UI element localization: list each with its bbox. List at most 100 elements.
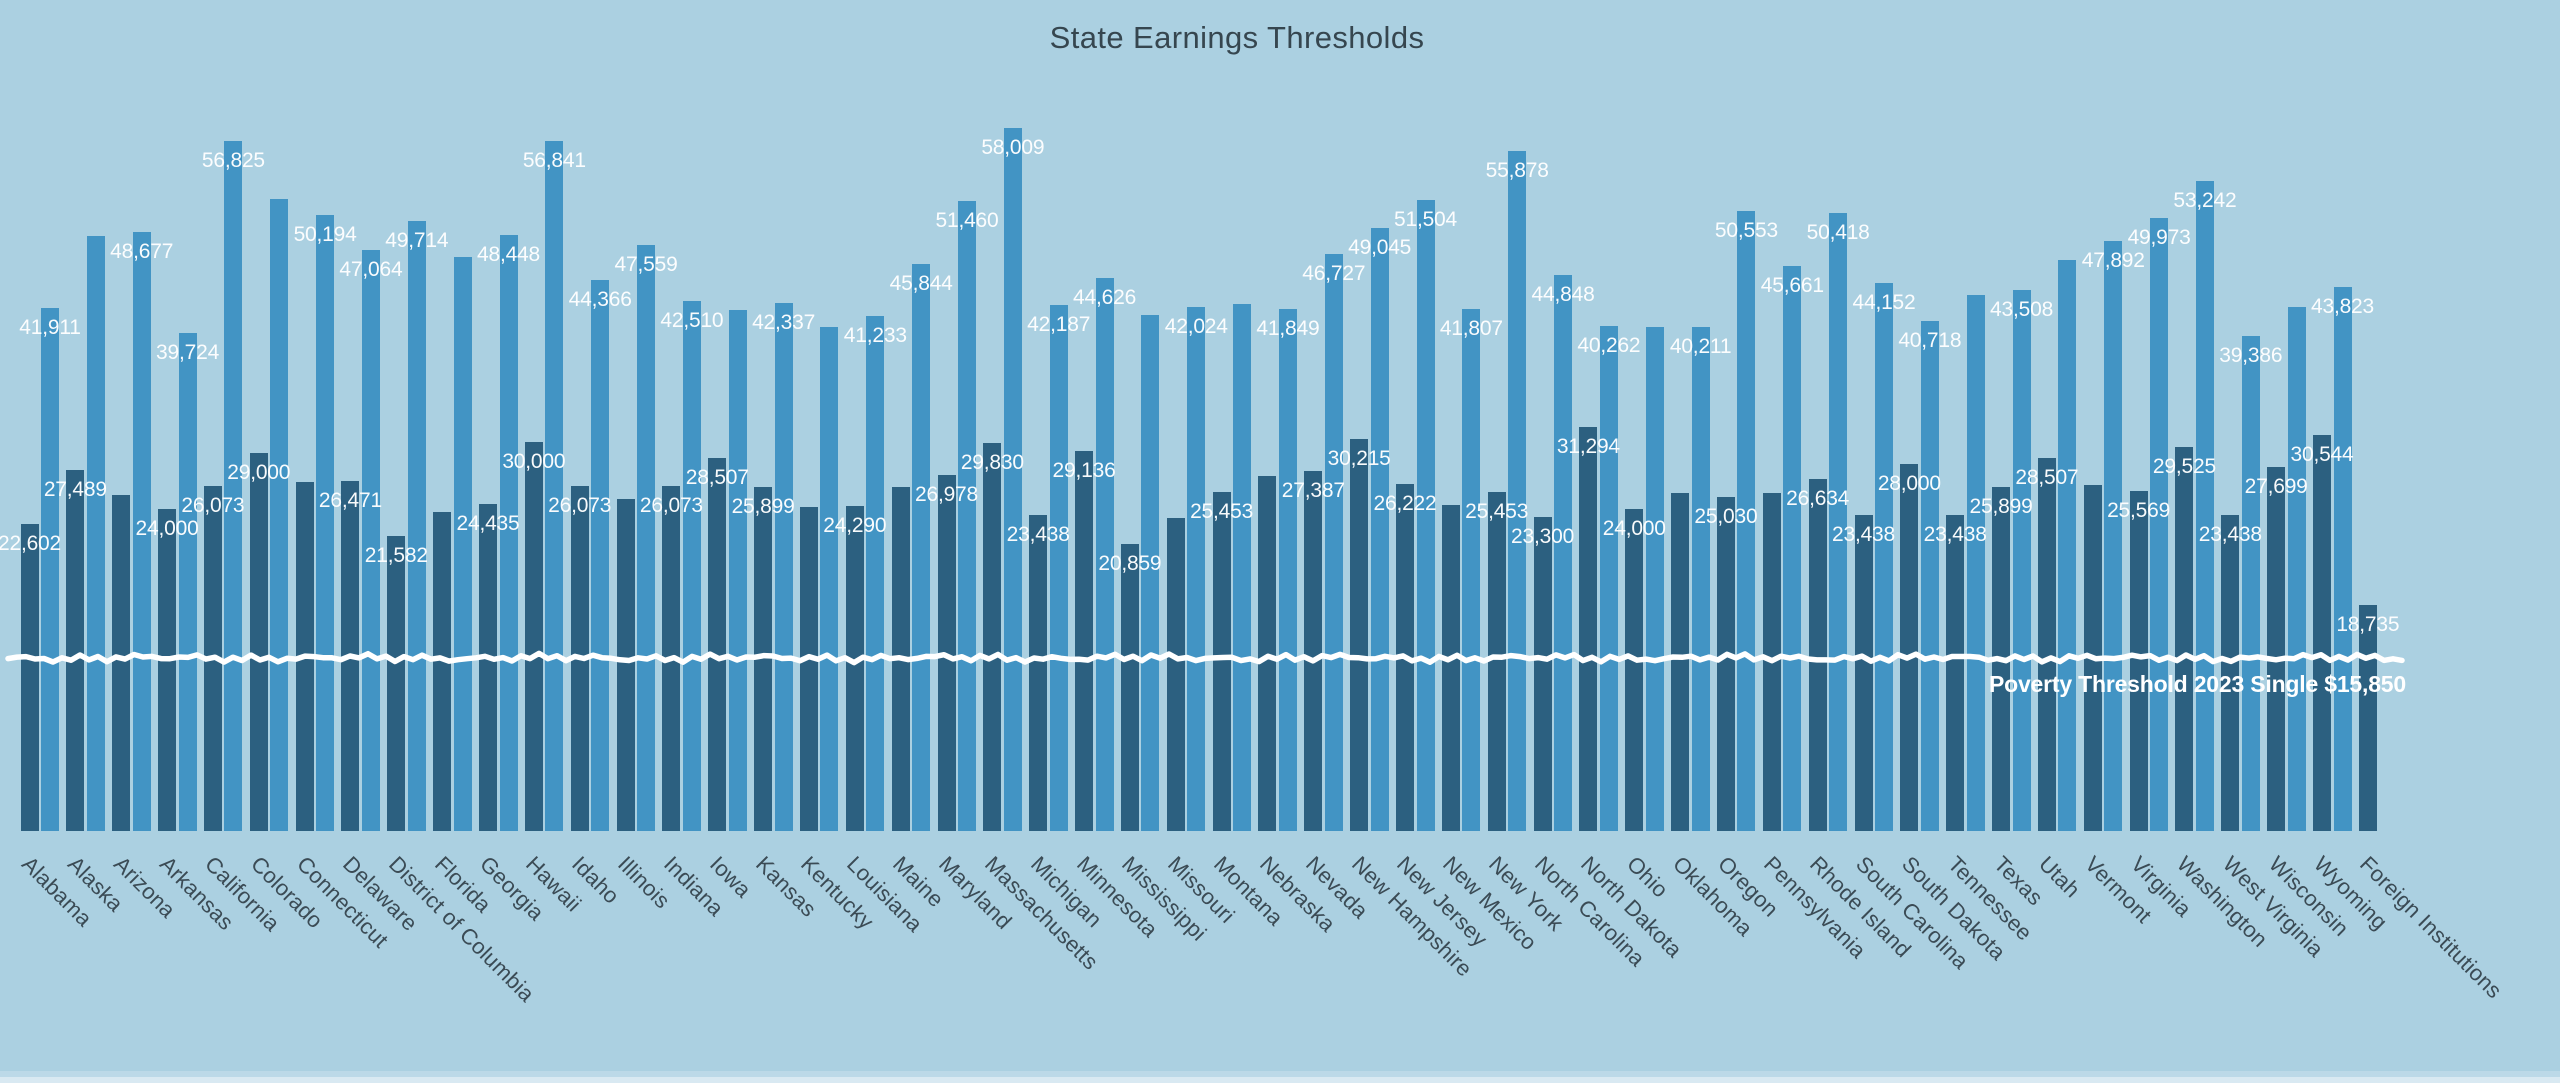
bar-light[interactable] <box>1829 212 1848 831</box>
bar-dark[interactable] <box>2083 485 2102 831</box>
bar-dark[interactable] <box>2175 446 2194 831</box>
bar-dark[interactable] <box>1625 508 1644 831</box>
bar-light[interactable] <box>2195 180 2214 831</box>
bar-light[interactable] <box>1645 326 1664 831</box>
bar-dark[interactable] <box>524 441 543 831</box>
bar-light[interactable] <box>820 326 839 831</box>
bar-dark[interactable] <box>2221 515 2240 831</box>
bar-light[interactable] <box>682 301 701 831</box>
bar-dark[interactable] <box>2313 435 2331 831</box>
bar-light[interactable] <box>1554 275 1573 831</box>
bar-light[interactable] <box>1324 254 1343 831</box>
bar-dark[interactable] <box>1396 483 1414 831</box>
bar-light[interactable] <box>591 280 610 831</box>
bar-light[interactable] <box>224 140 243 831</box>
bar-dark[interactable] <box>1029 515 1048 831</box>
bar-dark[interactable] <box>708 458 727 831</box>
bar-light[interactable] <box>1370 228 1389 831</box>
bar-dark[interactable] <box>295 481 314 831</box>
bar-dark[interactable] <box>1716 497 1735 831</box>
bar-light[interactable] <box>316 215 335 831</box>
bar-light[interactable] <box>1508 151 1527 831</box>
bar-dark[interactable] <box>1579 427 1598 831</box>
bar-light[interactable] <box>2241 336 2260 831</box>
bar-dark[interactable] <box>1487 492 1506 831</box>
bar-dark[interactable] <box>1075 451 1094 831</box>
bar-dark[interactable] <box>1946 515 1965 831</box>
bar-light[interactable] <box>361 250 380 831</box>
bar-light[interactable] <box>41 307 59 831</box>
bar-light[interactable] <box>499 234 518 831</box>
bar-light[interactable] <box>2150 217 2169 831</box>
bar-dark[interactable] <box>2267 467 2286 831</box>
bar-dark[interactable] <box>937 475 956 831</box>
bar-light[interactable] <box>2287 307 2306 831</box>
bar-light[interactable] <box>1875 282 1893 831</box>
bar-light[interactable] <box>774 303 793 831</box>
bar-light[interactable] <box>866 315 885 831</box>
bar-dark[interactable] <box>479 503 497 831</box>
bar-dark[interactable] <box>570 485 589 831</box>
bar-light[interactable] <box>407 220 426 831</box>
bar-dark[interactable] <box>1854 515 1873 831</box>
bar-dark[interactable] <box>341 481 360 831</box>
bar-dark[interactable] <box>1350 439 1369 831</box>
bar-dark[interactable] <box>1441 504 1460 831</box>
bar-light[interactable] <box>453 256 472 831</box>
bar-dark[interactable] <box>249 452 268 831</box>
bar-dark[interactable] <box>1120 544 1139 831</box>
bar-light[interactable] <box>637 244 656 831</box>
bar-light[interactable] <box>1003 127 1022 831</box>
bar-dark[interactable] <box>1762 492 1781 831</box>
bar-light[interactable] <box>1783 265 1802 831</box>
bar-light[interactable] <box>1737 211 1756 831</box>
bar-light[interactable] <box>1141 314 1160 831</box>
bar-light[interactable] <box>1966 294 1985 831</box>
bar-light[interactable] <box>132 232 151 831</box>
bar-light[interactable] <box>1462 309 1481 831</box>
bar-dark[interactable] <box>66 469 85 831</box>
bar-light[interactable] <box>1049 304 1068 831</box>
bar-dark[interactable] <box>754 487 773 831</box>
bar-light[interactable] <box>912 263 931 831</box>
bar-light[interactable] <box>1278 308 1297 831</box>
bar-light[interactable] <box>728 310 747 831</box>
bar-dark[interactable] <box>203 485 222 831</box>
bar-light[interactable] <box>178 332 197 831</box>
bar-light[interactable] <box>1920 321 1939 831</box>
bar-dark[interactable] <box>1992 487 2011 831</box>
bar-dark[interactable] <box>1258 475 1277 831</box>
bar-light[interactable] <box>1187 306 1206 831</box>
bar-light[interactable] <box>1095 277 1114 831</box>
bar-light[interactable] <box>2058 259 2077 831</box>
bar-dark[interactable] <box>1808 479 1827 831</box>
bar-dark[interactable] <box>1671 492 1690 831</box>
bar-dark[interactable] <box>1533 516 1552 831</box>
bar-dark[interactable] <box>616 499 635 831</box>
bar-dark[interactable] <box>799 507 818 831</box>
bar-dark[interactable] <box>1304 470 1323 831</box>
bar-light[interactable] <box>2012 290 2031 831</box>
bar-light[interactable] <box>270 199 289 831</box>
bar-light[interactable] <box>2333 286 2352 831</box>
bar-dark[interactable] <box>845 505 864 831</box>
bar-dark[interactable] <box>1900 463 1919 831</box>
bar-light[interactable] <box>1599 326 1618 831</box>
bar-light[interactable] <box>1233 303 1252 831</box>
bar-dark[interactable] <box>983 443 1002 831</box>
bar-light[interactable] <box>958 200 976 831</box>
bar-light[interactable] <box>1691 327 1710 831</box>
bar-light[interactable] <box>1416 200 1435 831</box>
bar-dark[interactable] <box>20 524 39 831</box>
bar-light[interactable] <box>2104 240 2123 831</box>
bar-dark[interactable] <box>1166 518 1185 831</box>
bar-dark[interactable] <box>891 487 910 831</box>
bar-dark[interactable] <box>112 494 131 831</box>
bar-dark[interactable] <box>662 485 681 831</box>
bar-light[interactable] <box>545 140 564 831</box>
bar-dark[interactable] <box>2129 491 2148 831</box>
bar-dark[interactable] <box>433 512 452 831</box>
bar-dark[interactable] <box>1212 492 1231 831</box>
bar-dark[interactable] <box>387 535 406 831</box>
bar-light[interactable] <box>86 236 105 831</box>
